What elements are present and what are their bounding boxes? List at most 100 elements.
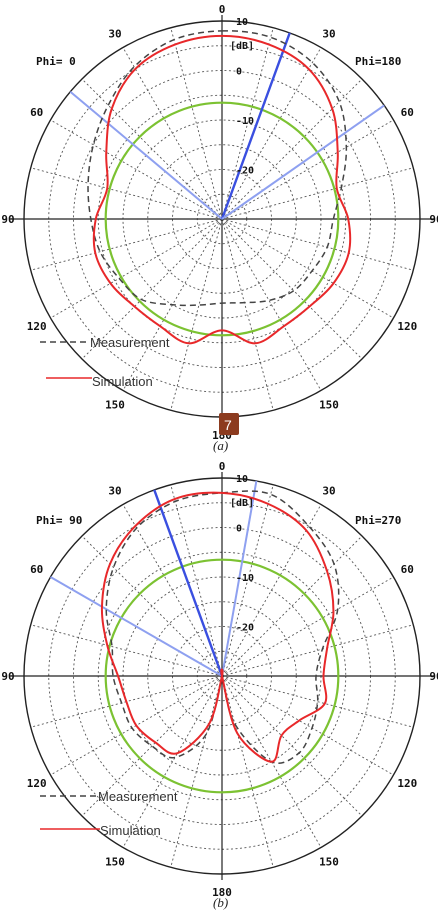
phi-left-label-b: Phi= 90 bbox=[36, 514, 82, 527]
grid-spoke bbox=[170, 218, 223, 411]
legend-label-simulation-a: Simulation bbox=[92, 374, 153, 389]
radial-tick-label: -20 bbox=[236, 166, 254, 177]
series-simulation-line bbox=[100, 491, 335, 763]
unit-label-a: [dB] bbox=[230, 41, 254, 52]
series-group-b bbox=[100, 490, 340, 764]
phi-left-label-a: Phi= 0 bbox=[36, 55, 76, 68]
angle-tick-label: 30 bbox=[108, 28, 121, 41]
grid-spoke bbox=[30, 167, 223, 220]
grid-spoke bbox=[30, 675, 223, 728]
series-group-a bbox=[87, 30, 352, 345]
beam-line bbox=[221, 104, 385, 220]
figure-badge: 7 bbox=[219, 413, 239, 435]
beam-lines-b bbox=[50, 480, 258, 677]
angle-labels-a: 0306090120150180150120906030100-10-20 bbox=[1, 3, 438, 442]
angle-tick-label: 120 bbox=[27, 777, 47, 790]
angle-tick-label: 120 bbox=[397, 777, 417, 790]
reference-circle bbox=[104, 558, 340, 794]
angle-tick-label: 120 bbox=[27, 320, 47, 333]
grid-spoke bbox=[122, 504, 223, 677]
grid-spoke bbox=[221, 675, 394, 776]
grid-spoke bbox=[170, 675, 223, 868]
grid-spoke bbox=[30, 218, 223, 271]
caption-a: (a) bbox=[213, 438, 228, 453]
grid-spoke bbox=[221, 675, 414, 728]
angle-tick-label: 60 bbox=[30, 106, 43, 119]
reference-circle-a bbox=[104, 101, 340, 337]
grid-spoke bbox=[221, 78, 363, 220]
radial-tick-label: 10 bbox=[236, 474, 248, 485]
radial-tick-label: -10 bbox=[236, 573, 254, 584]
beam-line bbox=[220, 32, 291, 220]
series-simulation-line bbox=[92, 34, 352, 345]
grid-spoke bbox=[170, 484, 223, 677]
grid-spoke bbox=[221, 576, 394, 677]
angle-tick-label: 90 bbox=[429, 213, 438, 226]
beam-line bbox=[221, 480, 258, 677]
angle-tick-label: 60 bbox=[401, 563, 414, 576]
angle-tick-label: 150 bbox=[105, 398, 125, 411]
angle-tick-label: 0 bbox=[219, 460, 226, 473]
reference-circle bbox=[104, 101, 340, 337]
grid-spoke bbox=[221, 675, 363, 817]
angle-tick-label: 60 bbox=[401, 106, 414, 119]
angle-tick-label: 150 bbox=[319, 398, 339, 411]
grid-spoke bbox=[170, 27, 223, 220]
grid-spoke bbox=[221, 119, 394, 220]
reference-circle-b bbox=[104, 558, 340, 794]
grid-spoke bbox=[221, 535, 363, 677]
angle-tick-label: 30 bbox=[322, 485, 335, 498]
grid-spoke bbox=[81, 675, 223, 817]
phi-right-label-b: Phi=270 bbox=[355, 514, 401, 527]
angle-tick-label: 30 bbox=[322, 28, 335, 41]
grid-spoke bbox=[50, 119, 223, 220]
polar-chart-a: 0306090120150180150120906030100-10-20 [d… bbox=[1, 3, 438, 453]
phi-right-label-a: Phi=180 bbox=[355, 55, 401, 68]
angle-tick-label: 90 bbox=[1, 213, 14, 226]
unit-label-b: [dB] bbox=[230, 498, 254, 509]
radial-tick-label: 0 bbox=[236, 67, 242, 78]
angle-tick-label: 150 bbox=[319, 855, 339, 868]
radial-tick-label: 0 bbox=[236, 524, 242, 535]
grid-spoke bbox=[221, 218, 322, 391]
grid-spoke bbox=[122, 47, 223, 220]
grid-spoke bbox=[221, 218, 414, 271]
beam-lines-a bbox=[69, 32, 385, 220]
angle-tick-label: 120 bbox=[397, 320, 417, 333]
angle-tick-label: 180 bbox=[212, 886, 232, 899]
series-measurement-line bbox=[87, 30, 348, 307]
legend-a: Measurement Simulation bbox=[40, 335, 170, 389]
grid-spoke bbox=[221, 218, 363, 360]
angle-tick-label: 150 bbox=[105, 855, 125, 868]
grid-spoke bbox=[221, 675, 274, 868]
grid-spoke bbox=[221, 27, 274, 220]
beam-line bbox=[153, 489, 224, 677]
legend-label-measurement-b: Measurement bbox=[98, 789, 178, 804]
grid-spoke bbox=[221, 47, 322, 220]
beam-line bbox=[69, 90, 223, 220]
polar-chart-b: 0 30 60 90 120 150 180 150 120 90 60 30 10 0 -10 -20 [d… bbox=[1, 460, 438, 910]
grid-spoke bbox=[50, 218, 223, 319]
grid-spoke bbox=[81, 535, 223, 677]
legend-label-measurement-a: Measurement bbox=[90, 335, 170, 350]
angle-tick-label: 0 bbox=[219, 3, 226, 16]
grid-spoke bbox=[221, 167, 414, 220]
grid-spoke bbox=[122, 675, 223, 848]
badge-text: 7 bbox=[224, 417, 232, 433]
grid-spoke bbox=[221, 624, 414, 677]
legend-label-simulation-b: Simulation bbox=[100, 823, 161, 838]
radial-tick-label: -10 bbox=[236, 116, 254, 127]
angle-labels-b: 0 30 60 90 120 150 180 150 120 90 60 30 10 0 -10 -20 bbox=[1, 460, 438, 899]
beam-line bbox=[50, 576, 223, 677]
radial-tick-label: -20 bbox=[236, 623, 254, 634]
radial-tick-label: 10 bbox=[236, 17, 248, 28]
grid-spoke bbox=[221, 218, 394, 319]
caption-b: (b) bbox=[213, 895, 228, 910]
angle-tick-label: 60 bbox=[30, 563, 43, 576]
grid-spoke bbox=[221, 218, 274, 411]
grid-spoke bbox=[221, 484, 274, 677]
grid-spoke bbox=[221, 504, 322, 677]
grid-spoke bbox=[30, 624, 223, 677]
angle-tick-label: 30 bbox=[108, 485, 121, 498]
